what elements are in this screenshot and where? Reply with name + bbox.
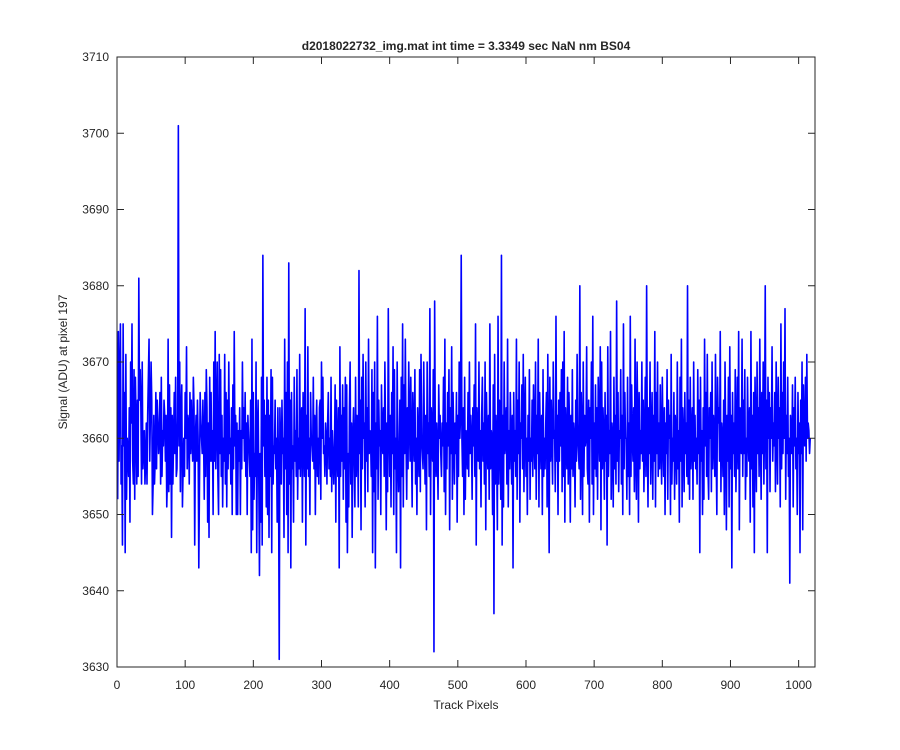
- x-tick-label: 900: [720, 678, 740, 692]
- series-layer: [116, 124, 812, 661]
- x-tick-label: 300: [311, 678, 331, 692]
- x-tick-label: 1000: [785, 678, 812, 692]
- x-tick-label: 500: [448, 678, 468, 692]
- x-tick-label: 700: [584, 678, 604, 692]
- tick-layer: 0 100 200 300 400 500 600 700 800 900 1000 3630 3640…: [82, 50, 815, 692]
- plot-area: [117, 57, 815, 667]
- chart-title: d2018022732_img.mat int time = 3.3349 se…: [302, 39, 631, 53]
- y-tick-label: 3660: [82, 431, 109, 445]
- x-tick-label: 200: [243, 678, 263, 692]
- y-tick-label: 3670: [82, 355, 109, 369]
- x-axis-label: Track Pixels: [434, 698, 499, 712]
- x-tick-label: 600: [516, 678, 536, 692]
- y-tick-label: 3710: [82, 50, 109, 64]
- x-tick-label: 0: [114, 678, 121, 692]
- x-tick-label: 100: [175, 678, 195, 692]
- y-tick-label: 3650: [82, 508, 109, 522]
- y-tick-label: 3680: [82, 279, 109, 293]
- y-tick-label: 3700: [82, 126, 109, 140]
- x-tick-label: 800: [652, 678, 672, 692]
- series-line-0: [116, 124, 812, 661]
- y-tick-label: 3690: [82, 203, 109, 217]
- y-tick-label: 3630: [82, 660, 109, 674]
- y-tick-label: 3640: [82, 584, 109, 598]
- x-tick-label: 400: [380, 678, 400, 692]
- y-axis-label: Signal (ADU) at pixel 197: [56, 294, 70, 429]
